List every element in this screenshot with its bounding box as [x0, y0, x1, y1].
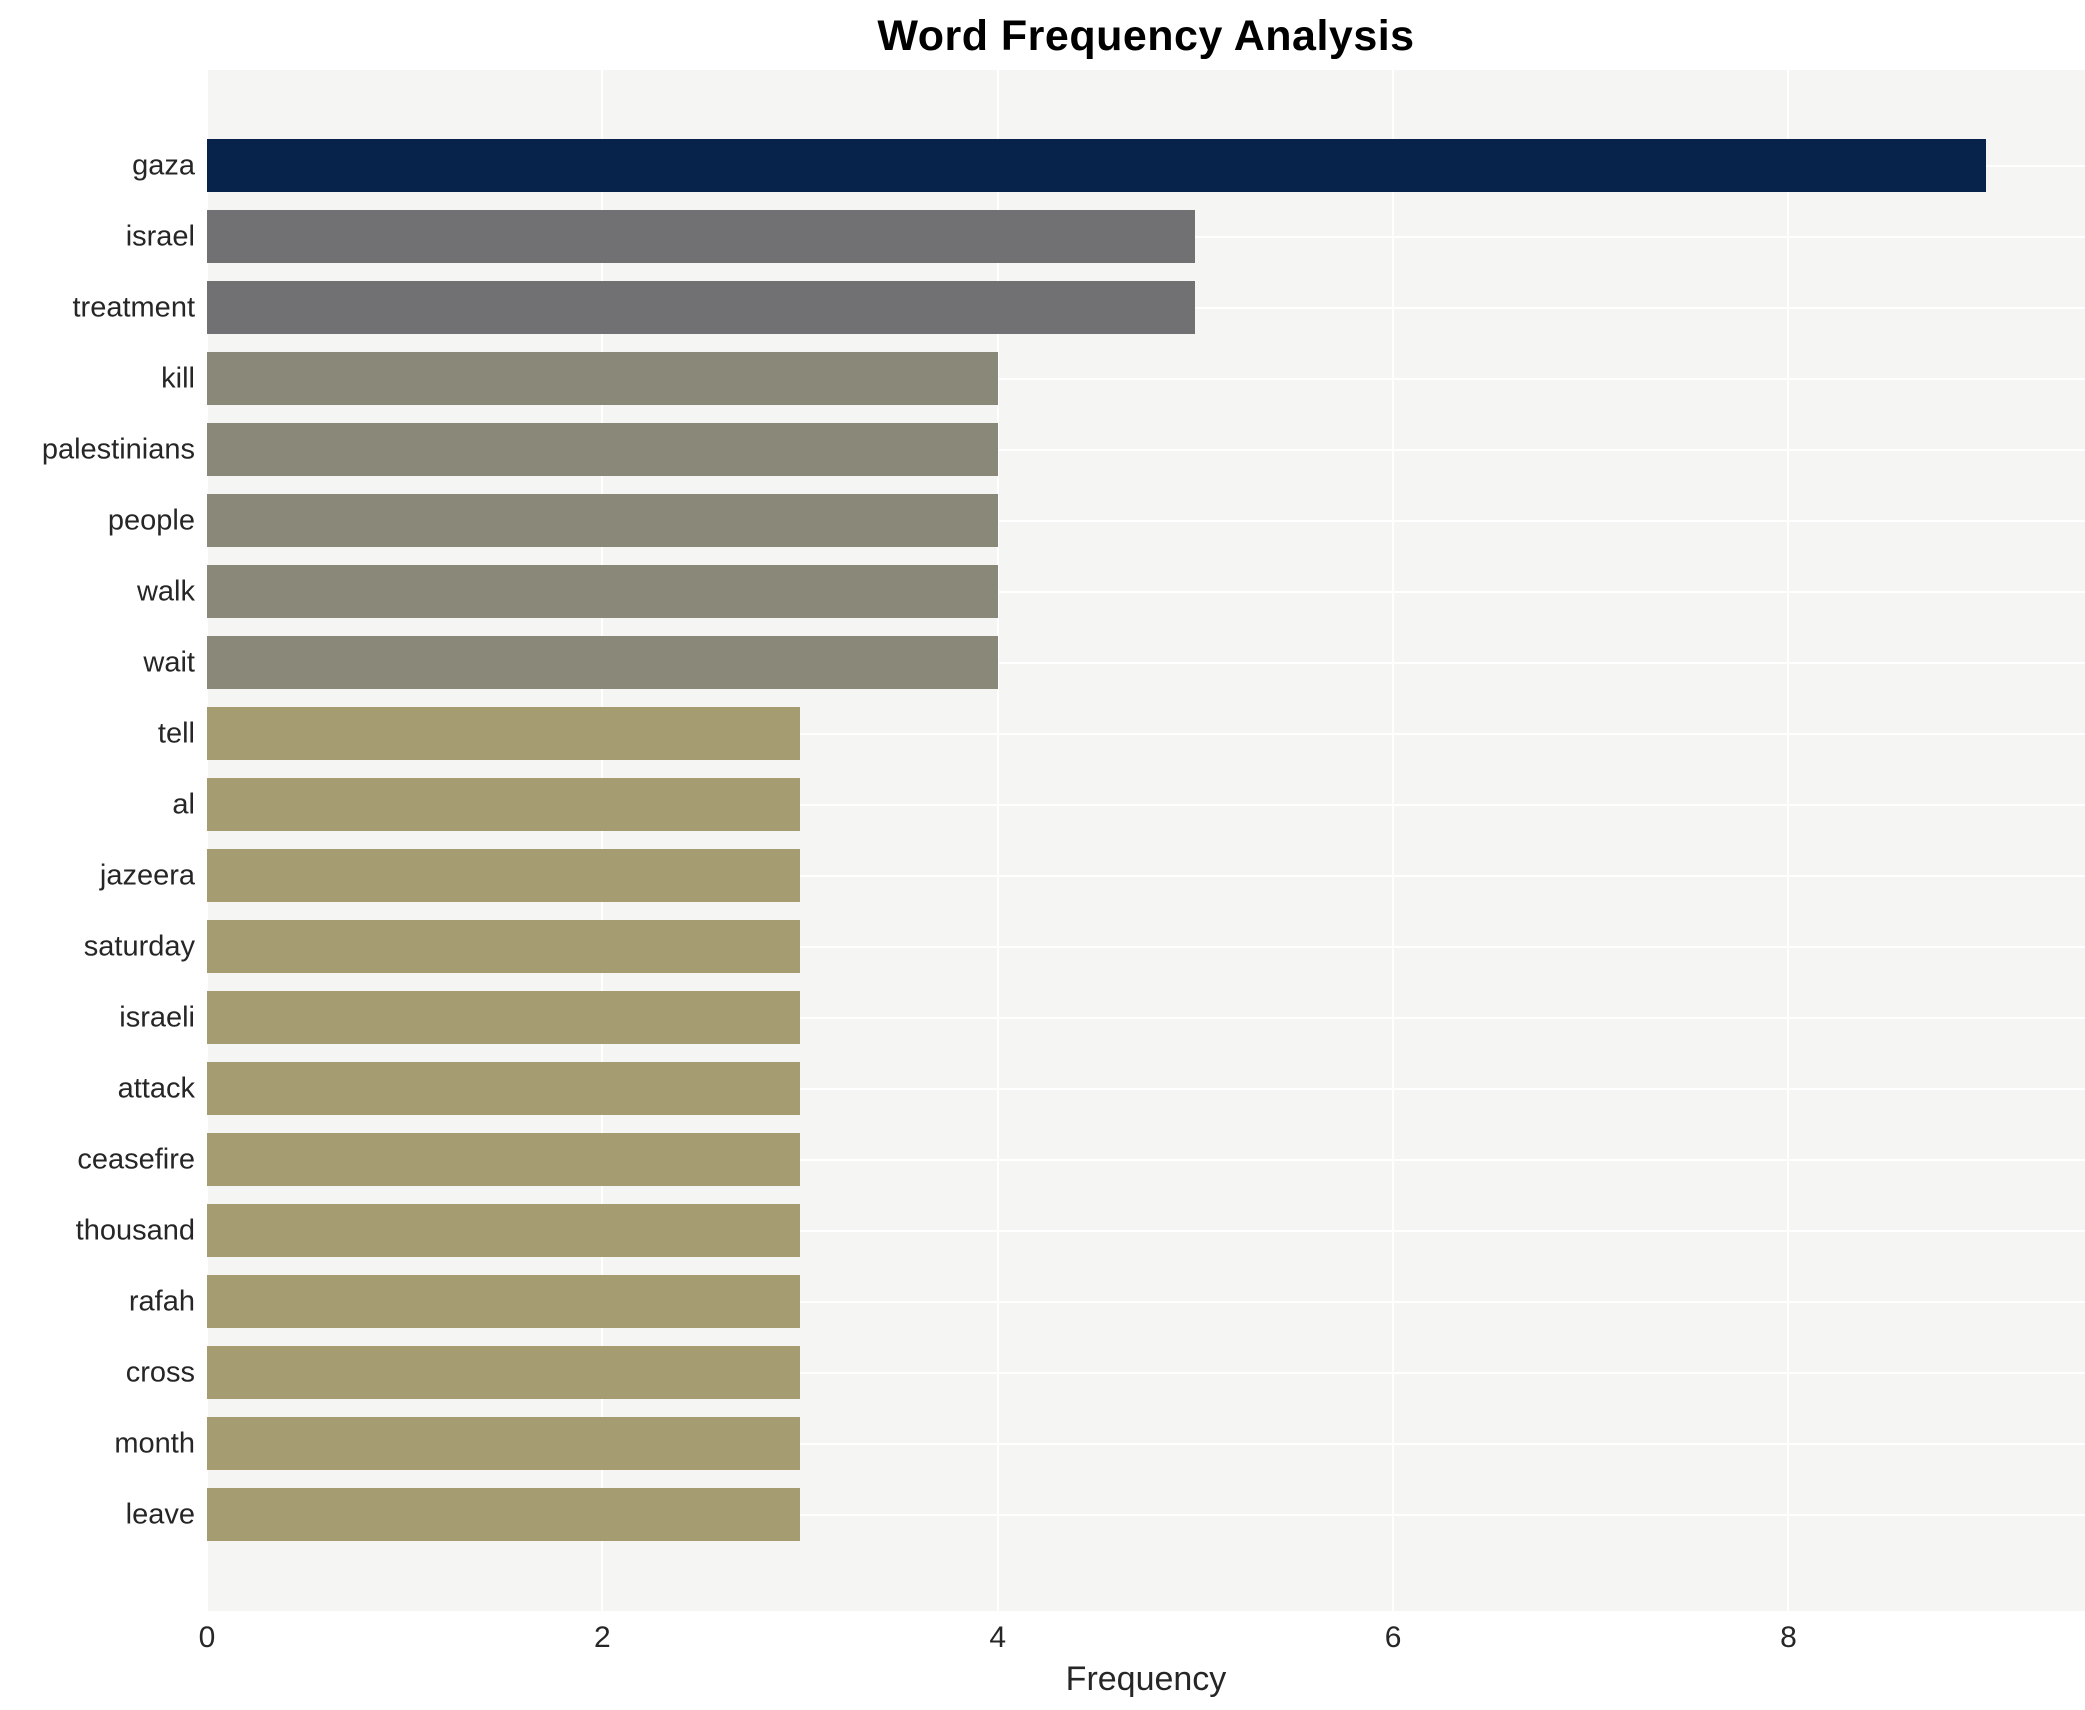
x-tick-label-0: 0 [198, 1621, 216, 1654]
y-tick-label-attack: attack [117, 1072, 195, 1104]
x-tick-label-4: 4 [989, 1621, 1007, 1654]
x-gridline [207, 70, 208, 1611]
bar-cross [207, 1346, 801, 1399]
y-tick-label-cross: cross [125, 1356, 195, 1388]
y-tick-label-month: month [114, 1427, 195, 1459]
y-tick-label-saturday: saturday [83, 930, 195, 962]
y-gridline [207, 1087, 2085, 1090]
bar-saturday [207, 920, 801, 973]
bar-thousand [207, 1204, 801, 1257]
x-axis-title: Frequency [1065, 1660, 1227, 1698]
bar-israeli [207, 991, 801, 1044]
y-gridline [207, 590, 2085, 593]
bar-palestinians [207, 423, 998, 476]
bar-ceasefire [207, 1133, 801, 1186]
y-gridline [207, 732, 2085, 735]
x-tick-label-2: 2 [594, 1621, 611, 1654]
y-tick-label-treatment: treatment [72, 291, 196, 323]
bar-rafah [207, 1275, 801, 1328]
y-tick-label-al: al [172, 788, 195, 820]
bar-treatment [207, 281, 1196, 334]
bar-tell [207, 707, 801, 760]
y-gridline [207, 874, 2085, 877]
bar-israel [207, 210, 1196, 263]
y-gridline [207, 1300, 2085, 1303]
y-gridline [207, 519, 2085, 522]
y-gridline [207, 803, 2085, 806]
y-gridline [207, 377, 2085, 380]
y-tick-label-thousand: thousand [75, 1214, 195, 1246]
y-gridline [207, 1016, 2085, 1019]
y-gridline [207, 448, 2085, 451]
bar-jazeera [207, 849, 801, 902]
y-tick-label-palestinians: palestinians [41, 433, 195, 465]
bar-month [207, 1417, 801, 1470]
y-gridline [207, 661, 2085, 664]
bar-al [207, 778, 801, 831]
y-tick-label-rafah: rafah [128, 1285, 195, 1317]
y-tick-label-ceasefire: ceasefire [77, 1143, 195, 1175]
y-tick-label-kill: kill [161, 362, 195, 394]
bar-wait [207, 636, 998, 689]
y-gridline [207, 945, 2085, 948]
y-tick-label-tell: tell [157, 717, 195, 749]
x-gridline [1787, 70, 1790, 1611]
chart-title: Word Frequency Analysis [877, 12, 1415, 60]
y-tick-label-israel: israel [125, 220, 195, 252]
x-gridline [996, 70, 999, 1611]
y-tick-label-leave: leave [125, 1498, 195, 1530]
y-gridline [207, 1513, 2085, 1516]
y-gridline [207, 1371, 2085, 1374]
bar-people [207, 494, 998, 547]
bar-kill [207, 352, 998, 405]
x-gridline [1392, 70, 1395, 1611]
y-tick-label-israeli: israeli [119, 1001, 195, 1033]
y-tick-label-gaza: gaza [132, 149, 195, 181]
bar-attack [207, 1062, 801, 1115]
y-tick-label-walk: walk [136, 575, 195, 607]
y-gridline [207, 1158, 2085, 1161]
y-gridline [207, 1442, 2085, 1445]
y-tick-label-people: people [107, 504, 195, 536]
plot-area [207, 70, 2085, 1611]
bar-walk [207, 565, 998, 618]
bar-leave [207, 1488, 801, 1541]
bar-gaza [207, 139, 1987, 192]
y-tick-label-wait: wait [143, 646, 195, 678]
x-tick-label-8: 8 [1780, 1621, 1797, 1654]
x-axis-ticks: 0 2 4 6 8 [199, 1611, 2085, 1663]
y-axis-labels: gaza israel treatment kill palestinians peopl… [0, 70, 195, 1611]
y-gridline [207, 1229, 2085, 1232]
x-gridline [601, 70, 604, 1611]
y-tick-label-jazeera: jazeera [99, 859, 195, 891]
x-tick-label-6: 6 [1384, 1621, 1402, 1654]
